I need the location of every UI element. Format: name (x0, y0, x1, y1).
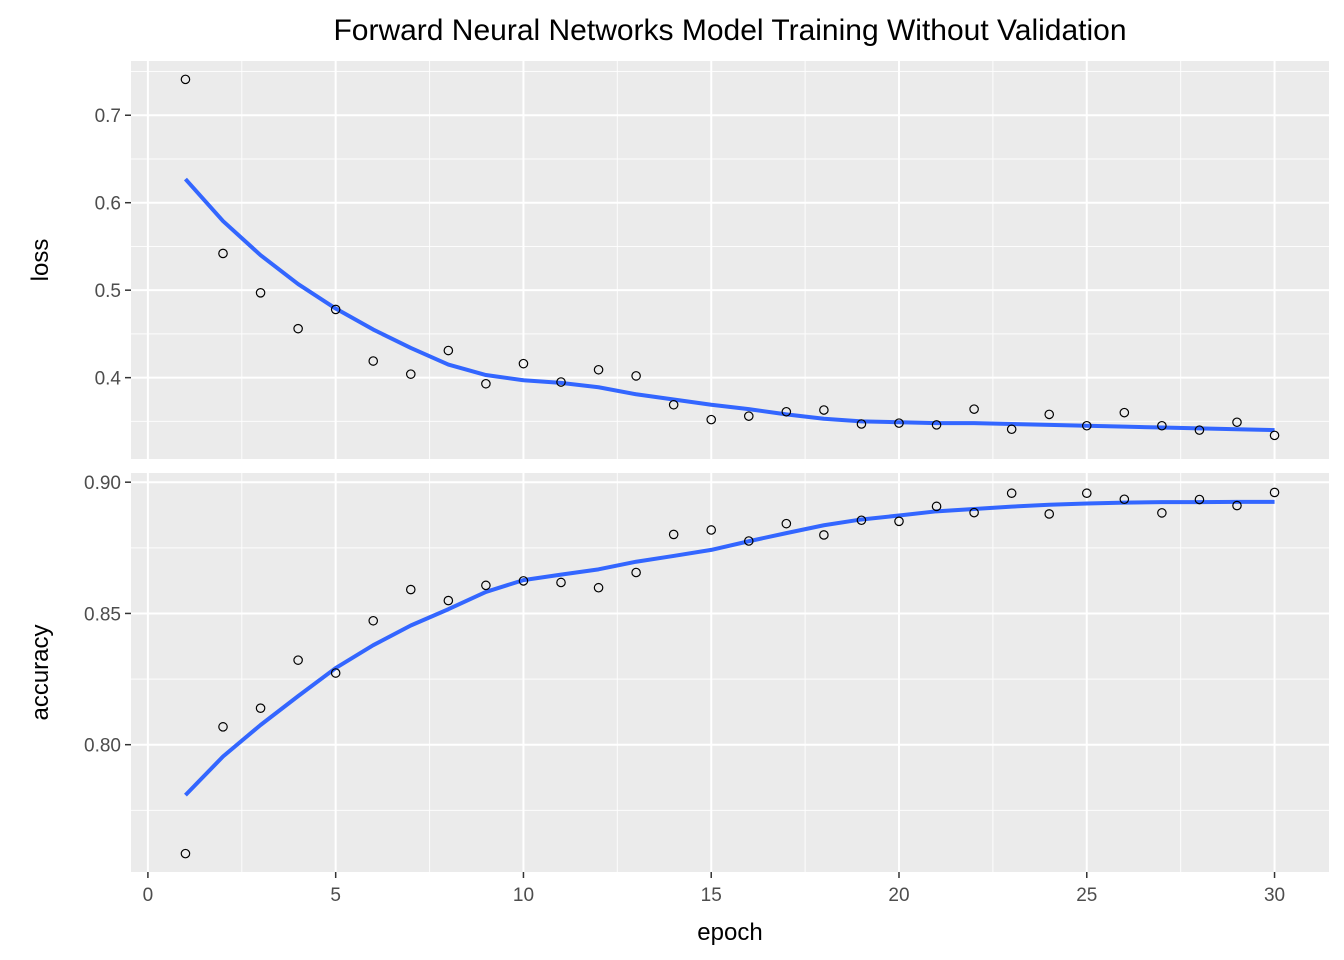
point-accuracy (1081, 488, 1092, 499)
point-loss (481, 378, 491, 389)
point-accuracy (180, 848, 191, 859)
y-axis-label-loss: loss (27, 239, 54, 282)
y-tick-label: 0.6 (95, 194, 121, 215)
chart-title: Forward Neural Networks Model Training W… (333, 14, 1126, 47)
point-loss (819, 405, 829, 415)
point-loss (1194, 425, 1205, 435)
point-accuracy (255, 703, 266, 713)
panel-background (131, 473, 1329, 872)
point-accuracy (556, 577, 566, 588)
smooth-line-accuracy (184, 499, 1275, 797)
point-loss (556, 377, 566, 387)
x-tick-label: 10 (513, 885, 534, 906)
x-axis-label: epoch (697, 919, 762, 946)
y-tick-label: 0.4 (95, 369, 122, 390)
x-tick-label: 20 (888, 885, 909, 906)
point-loss (856, 419, 867, 429)
point-loss (443, 345, 454, 356)
point-loss (405, 369, 416, 379)
point-accuracy (668, 529, 679, 540)
point-accuracy (1269, 487, 1280, 498)
y-tick-label: 0.85 (84, 604, 121, 625)
x-tick-label: 0 (143, 885, 154, 906)
point-loss (631, 371, 641, 381)
point-accuracy (443, 595, 454, 606)
y-tick-label: 0.5 (95, 281, 121, 302)
point-loss (593, 364, 604, 375)
point-accuracy (781, 518, 792, 529)
smooth-line-loss (183, 177, 1275, 433)
point-loss (969, 404, 979, 414)
point-loss (1044, 409, 1055, 420)
y-tick-label: 0.80 (84, 736, 121, 757)
point-accuracy (856, 515, 867, 526)
facet-loss: 0.4 0.5 0.6 0.7 loss (27, 61, 1329, 459)
point-loss (368, 356, 379, 366)
point-accuracy (293, 655, 303, 665)
point-accuracy (1232, 500, 1242, 511)
point-accuracy (1157, 508, 1167, 518)
point-accuracy (969, 507, 979, 518)
point-loss (931, 420, 942, 430)
point-loss (1269, 430, 1280, 441)
point-accuracy (1006, 488, 1017, 499)
y-tick-label: 0.90 (84, 473, 121, 494)
x-tick-label: 5 (330, 885, 341, 906)
facet-layer: 0.4 0.5 0.6 0.7 loss 0.80 0.85 0.90 accuracy 0 5 10… (27, 61, 1329, 906)
point-loss (330, 304, 341, 315)
point-loss (255, 288, 266, 298)
point-accuracy (743, 536, 754, 546)
point-accuracy (330, 668, 341, 678)
point-loss (894, 418, 904, 428)
point-accuracy (1119, 494, 1130, 505)
point-loss (1232, 417, 1242, 428)
point-accuracy (931, 501, 942, 512)
point-accuracy (631, 567, 641, 578)
y-tick-label: 0.7 (95, 106, 121, 127)
point-loss (1157, 420, 1167, 431)
x-tick-label: 30 (1264, 885, 1285, 906)
point-accuracy (593, 582, 604, 593)
point-loss (518, 358, 529, 369)
point-accuracy (405, 584, 416, 595)
x-tick-label: 15 (701, 885, 722, 906)
facet-accuracy: 0.80 0.85 0.90 accuracy (27, 473, 1329, 872)
point-accuracy (1044, 509, 1055, 519)
point-loss (1081, 420, 1092, 431)
point-loss (706, 414, 717, 425)
point-loss (668, 399, 679, 410)
point-loss (781, 406, 792, 417)
point-loss (293, 323, 303, 334)
point-accuracy (706, 525, 717, 535)
y-axis-label-accuracy: accuracy (27, 624, 54, 720)
point-loss (743, 411, 754, 421)
point-loss (180, 74, 191, 85)
point-loss (218, 248, 228, 259)
point-accuracy (368, 615, 379, 626)
point-accuracy (894, 516, 904, 527)
point-loss (1119, 407, 1130, 418)
point-accuracy (518, 576, 529, 586)
panel-background (131, 61, 1329, 459)
point-accuracy (1194, 494, 1205, 505)
x-tick-label: 25 (1076, 885, 1097, 906)
point-accuracy (819, 530, 829, 540)
point-accuracy (481, 580, 491, 591)
point-loss (1006, 424, 1017, 435)
point-accuracy (218, 722, 228, 732)
